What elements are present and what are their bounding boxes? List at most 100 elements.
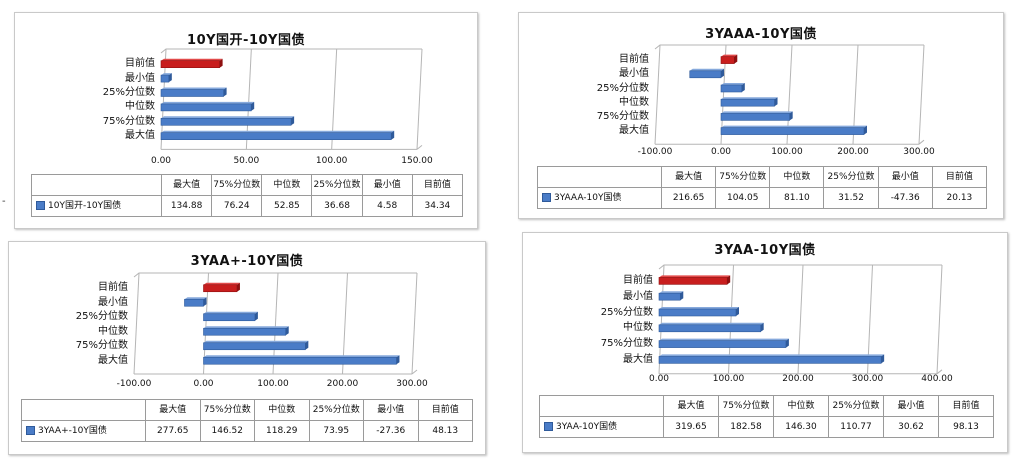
- table-cell: 104.05: [715, 187, 771, 209]
- chart-svg: [658, 264, 943, 375]
- category-label: 75%分位数: [102, 115, 155, 127]
- bar-side: [219, 58, 223, 68]
- bar-side: [254, 311, 258, 321]
- gridline: [654, 44, 661, 145]
- bar-top: [203, 282, 240, 285]
- bar-side: [789, 111, 793, 121]
- bar-top: [161, 73, 172, 76]
- category-label: 最大值: [125, 130, 155, 142]
- floor-edge: [918, 139, 925, 145]
- category-label: 25%分位数: [600, 306, 653, 318]
- bar-top: [659, 275, 731, 278]
- blue-square-icon: [26, 426, 35, 435]
- bar: [658, 277, 728, 285]
- bar: [160, 118, 292, 126]
- floor-edge: [411, 369, 418, 375]
- table-header: 最大值: [663, 395, 719, 417]
- gridline: [416, 48, 423, 150]
- table-header: 最小值: [877, 166, 933, 188]
- floor-edge: [416, 145, 423, 150]
- tick-label: 300.00: [851, 374, 884, 384]
- chart-svg: [133, 272, 418, 375]
- legend-entry: 3YAA+-10Y国债: [21, 420, 146, 442]
- legend-entry: 10Y国开-10Y国债: [31, 195, 162, 217]
- table-cell: 146.52: [199, 420, 255, 442]
- category-label: 目前值: [619, 54, 649, 66]
- table-cell: 319.65: [663, 416, 719, 438]
- table-header: 中位数: [254, 399, 310, 421]
- table-header: 目前值: [411, 174, 464, 196]
- bar: [203, 356, 397, 365]
- table-header: 25%分位数: [828, 395, 884, 417]
- chart-title: 3YAAA-10Y国债: [705, 27, 817, 42]
- bar: [720, 56, 735, 64]
- chart-panel-3yaa-plus: 3YAA+-10Y国债 最大值 75%分位数 中位数 25%分位数 最小值 目前…: [8, 241, 486, 455]
- bar-top: [184, 297, 207, 300]
- chart-title: 3YAA-10Y国债: [714, 243, 816, 258]
- data-table: 最大值 75%分位数 中位数 25%分位数 最小值 目前值 3YAA+-10Y国…: [21, 399, 473, 442]
- table-cell: 36.68: [311, 195, 363, 217]
- category-label: 最小值: [125, 72, 155, 84]
- table-cell: 34.34: [411, 195, 464, 217]
- bar-side: [236, 282, 240, 292]
- tick-label: 200.00: [782, 374, 814, 384]
- table-header: 最大值: [660, 166, 717, 188]
- tick-label: 200.00: [326, 379, 359, 389]
- tick-label: 100.00: [712, 374, 745, 384]
- floor-edge: [936, 369, 943, 375]
- table-header: 目前值: [417, 399, 473, 421]
- bar: [720, 98, 775, 107]
- chart-panel-3yaaa: 3YAAA-10Y国债 最大值 75%分位数 中位数 25%分位数 最小值 目前…: [518, 12, 1004, 219]
- bar: [658, 356, 882, 364]
- table-cell: 76.24: [211, 195, 263, 217]
- tick-label: 300.00: [396, 379, 428, 389]
- bar-side: [223, 87, 227, 97]
- blue-square-icon: [36, 201, 45, 210]
- data-table: 最大值 75%分位数 中位数 25%分位数 最小值 目前值 3YAA-10Y国债…: [539, 395, 994, 438]
- tick-label: 0.00: [648, 374, 670, 384]
- gridline: [133, 272, 140, 375]
- bar-top: [721, 54, 738, 57]
- table-header: 75%分位数: [715, 166, 771, 188]
- bar-side: [727, 275, 731, 285]
- blue-square-icon: [544, 422, 553, 431]
- bar-top: [721, 83, 745, 85]
- category-label: 目前值: [623, 274, 653, 286]
- bar-side: [396, 355, 400, 365]
- bar: [184, 298, 204, 307]
- bar-side: [863, 125, 867, 135]
- bar-top: [659, 291, 684, 294]
- table-cell: 277.65: [145, 420, 201, 442]
- table-header: 75%分位数: [718, 395, 774, 417]
- gridline: [936, 264, 943, 374]
- bar-top: [161, 130, 395, 133]
- bar: [203, 284, 238, 293]
- gridline: [411, 272, 418, 375]
- plot-frame: [160, 48, 422, 54]
- bar-side: [760, 322, 764, 332]
- category-label: 最大值: [619, 125, 649, 137]
- tick-label: 50.00: [233, 156, 260, 166]
- data-table: 最大值 75%分位数 中位数 25%分位数 最小值 目前值 3YAAA-10Y国…: [537, 166, 988, 209]
- bar: [720, 127, 865, 135]
- table-corner: [21, 399, 146, 421]
- table-header: 25%分位数: [823, 166, 879, 188]
- tick-label: 100.00: [771, 147, 803, 157]
- category-label: 最小值: [619, 68, 649, 80]
- tick-label: -100.00: [637, 147, 673, 157]
- table-cell: 4.58: [361, 195, 413, 217]
- bar-top: [659, 322, 764, 325]
- bar-top: [659, 354, 885, 357]
- table-header: 中位数: [773, 395, 829, 417]
- bar-top: [161, 101, 255, 104]
- bar-top: [659, 338, 789, 341]
- table-header: 中位数: [769, 166, 825, 188]
- plot-frame: [658, 264, 942, 270]
- legend-label: 3YAA+-10Y国债: [38, 426, 107, 436]
- chart-svg: [654, 44, 925, 145]
- bar: [160, 132, 392, 140]
- bar-side: [774, 97, 778, 107]
- bar-top: [203, 355, 400, 358]
- legend-entry: 3YAAA-10Y国债: [537, 187, 662, 209]
- tick-label: 300.00: [903, 147, 935, 157]
